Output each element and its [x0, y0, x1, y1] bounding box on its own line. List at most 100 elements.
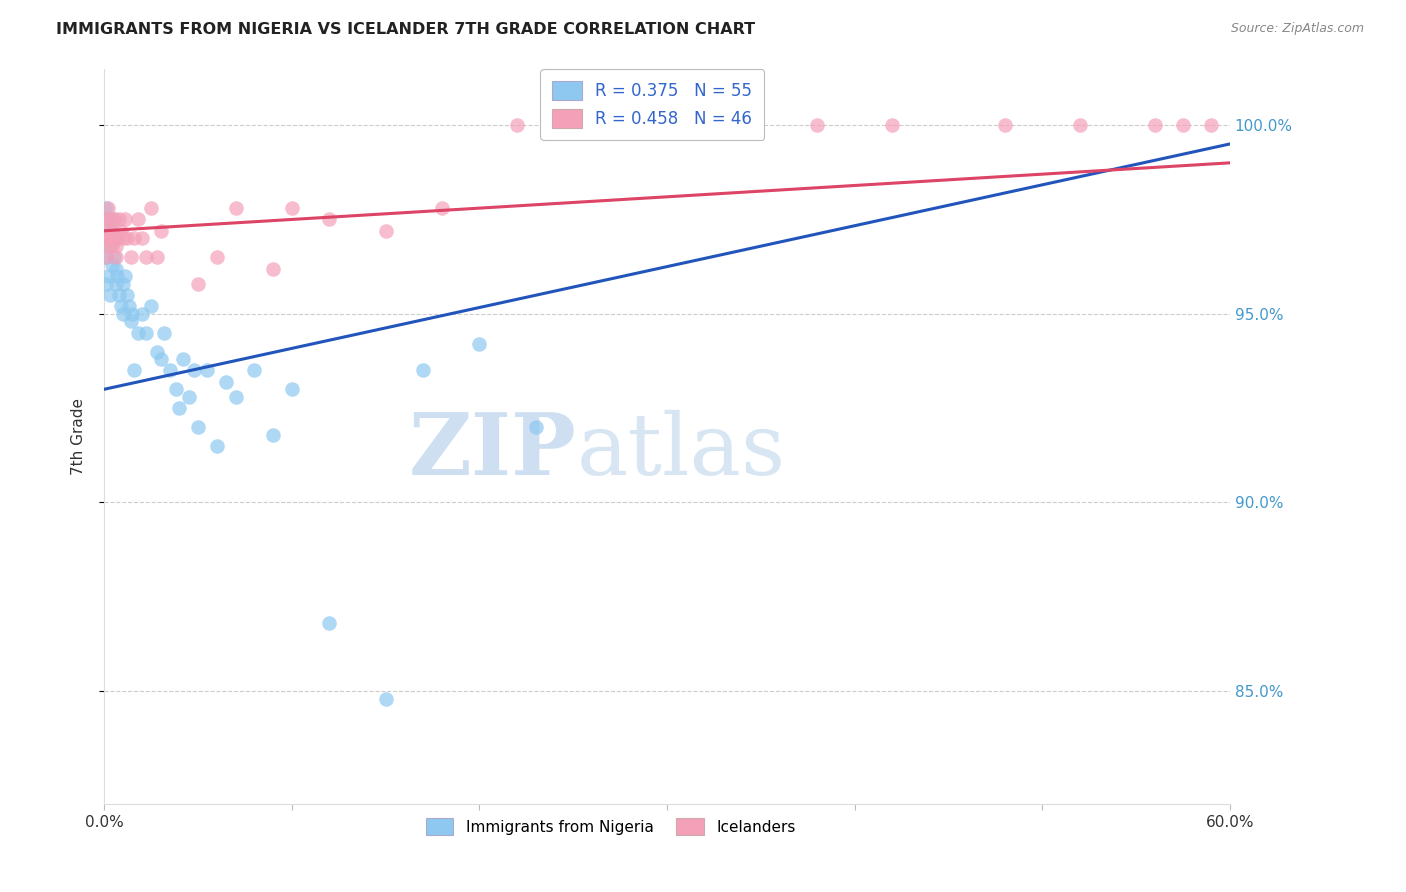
Point — [114, 212, 136, 227]
Point — [149, 224, 172, 238]
Point — [131, 307, 153, 321]
Point — [141, 299, 163, 313]
Text: Source: ZipAtlas.com: Source: ZipAtlas.com — [1230, 22, 1364, 36]
Point — [506, 118, 529, 132]
Point — [281, 201, 304, 215]
Point — [165, 382, 187, 396]
Point — [97, 231, 120, 245]
Point — [104, 239, 127, 253]
Point — [994, 118, 1017, 132]
Point — [124, 363, 146, 377]
Text: ZIP: ZIP — [409, 409, 576, 493]
Point — [97, 212, 120, 227]
Point — [524, 420, 547, 434]
Point — [183, 363, 205, 377]
Point — [412, 363, 434, 377]
Point — [121, 307, 143, 321]
Point — [880, 118, 903, 132]
Point — [98, 212, 121, 227]
Point — [110, 299, 132, 313]
Point — [1171, 118, 1194, 132]
Point — [135, 250, 157, 264]
Point — [215, 375, 238, 389]
Point — [187, 277, 209, 291]
Point — [172, 352, 194, 367]
Point — [98, 288, 121, 302]
Point — [177, 390, 200, 404]
Point — [127, 326, 149, 340]
Point — [318, 212, 340, 227]
Point — [98, 224, 121, 238]
Point — [693, 118, 716, 132]
Point — [98, 231, 121, 245]
Point — [101, 239, 124, 253]
Point — [141, 201, 163, 215]
Point — [430, 201, 453, 215]
Point — [205, 439, 228, 453]
Point — [243, 363, 266, 377]
Point — [262, 427, 284, 442]
Point — [103, 231, 125, 245]
Point — [159, 363, 181, 377]
Point — [124, 231, 146, 245]
Point — [146, 250, 169, 264]
Point — [205, 250, 228, 264]
Point — [187, 420, 209, 434]
Point — [374, 691, 396, 706]
Point — [1199, 118, 1222, 132]
Point — [97, 201, 120, 215]
Point — [112, 307, 135, 321]
Point — [169, 401, 191, 416]
Text: atlas: atlas — [576, 409, 786, 492]
Point — [112, 277, 135, 291]
Legend: Immigrants from Nigeria, Icelanders: Immigrants from Nigeria, Icelanders — [416, 808, 804, 845]
Point — [127, 212, 149, 227]
Point — [101, 224, 124, 238]
Point — [468, 337, 491, 351]
Point — [619, 118, 641, 132]
Point — [107, 268, 129, 283]
Point — [96, 277, 118, 291]
Point — [225, 390, 247, 404]
Point — [114, 268, 136, 283]
Point — [118, 299, 141, 313]
Point — [96, 231, 118, 245]
Point — [96, 212, 118, 227]
Point — [103, 231, 125, 245]
Point — [108, 212, 131, 227]
Point — [103, 212, 125, 227]
Point — [149, 352, 172, 367]
Point — [107, 231, 129, 245]
Point — [97, 224, 120, 238]
Point — [96, 201, 118, 215]
Point — [108, 288, 131, 302]
Point — [103, 250, 125, 264]
Point — [98, 239, 121, 253]
Point — [120, 314, 142, 328]
Point — [96, 250, 118, 264]
Point — [374, 224, 396, 238]
Point — [96, 231, 118, 245]
Point — [806, 118, 828, 132]
Point — [135, 326, 157, 340]
Y-axis label: 7th Grade: 7th Grade — [72, 398, 86, 475]
Point — [1069, 118, 1091, 132]
Point — [104, 261, 127, 276]
Point — [120, 250, 142, 264]
Point — [153, 326, 176, 340]
Point — [110, 224, 132, 238]
Point — [115, 231, 138, 245]
Point — [104, 277, 127, 291]
Point — [97, 239, 120, 253]
Point — [97, 268, 120, 283]
Point — [146, 344, 169, 359]
Point — [318, 616, 340, 631]
Point — [131, 231, 153, 245]
Point — [101, 258, 124, 272]
Text: IMMIGRANTS FROM NIGERIA VS ICELANDER 7TH GRADE CORRELATION CHART: IMMIGRANTS FROM NIGERIA VS ICELANDER 7TH… — [56, 22, 755, 37]
Point — [103, 212, 125, 227]
Point — [104, 250, 127, 264]
Point — [1143, 118, 1166, 132]
Point — [281, 382, 304, 396]
Point — [225, 201, 247, 215]
